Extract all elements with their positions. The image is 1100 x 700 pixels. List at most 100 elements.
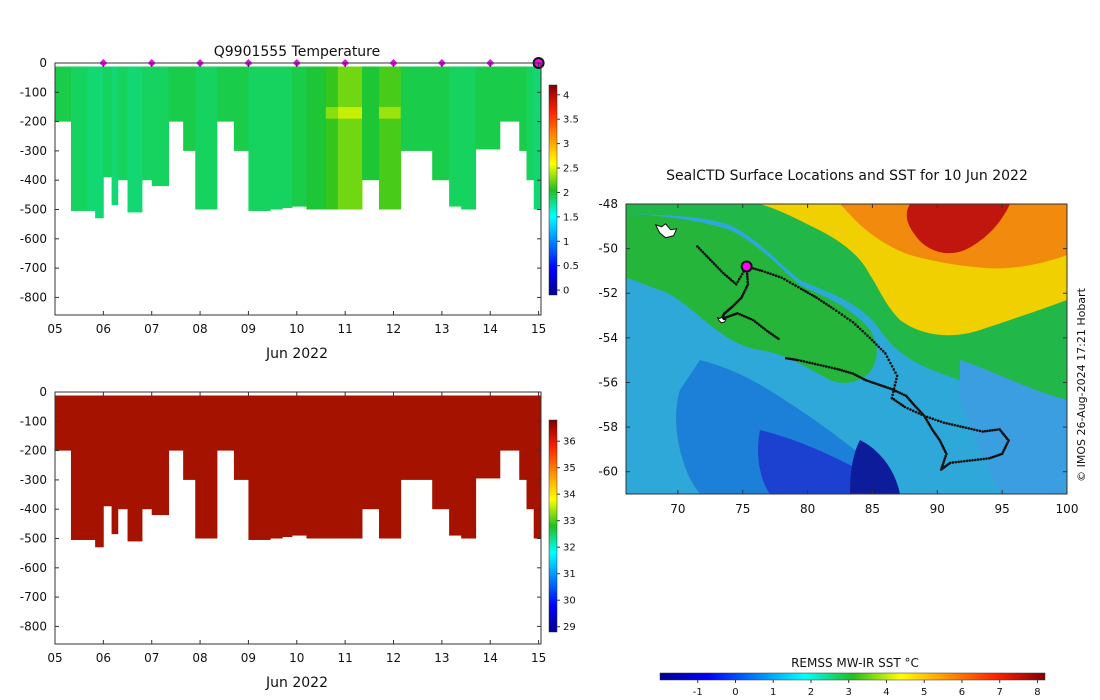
profile-column	[127, 395, 143, 542]
x-tick-label: 100	[1056, 502, 1079, 516]
track-point	[830, 366, 834, 370]
track-point	[734, 283, 738, 286]
track-point	[983, 429, 987, 433]
track-point	[833, 367, 836, 370]
track-point	[927, 422, 931, 425]
temperature-chart: Q9901555 Temperature 0 -100 -200 -300 -400 -5…	[20, 44, 579, 362]
sst-field	[626, 204, 1067, 494]
sst-colorbar-ticks: -1 0 1 2 3 4 5 6 7 8	[693, 680, 1041, 698]
track-point	[766, 329, 769, 333]
y-tick-label: -700	[20, 590, 47, 604]
track-point	[951, 461, 955, 464]
track-point	[767, 331, 771, 334]
temperature-colorbar-ticks: 0 0.5 1 1.5 2 2.5 3 3.5 4	[557, 90, 579, 297]
profile-column	[70, 66, 88, 211]
track-point	[909, 408, 912, 411]
x-tick-label: 06	[96, 651, 111, 665]
sst-colorbar-label: REMSS MW-IR SST °C	[791, 656, 919, 670]
track-point	[866, 334, 869, 337]
profile-column	[195, 395, 218, 539]
track-point	[970, 427, 973, 431]
track-point	[745, 315, 748, 319]
track-point	[799, 359, 803, 363]
track-point	[976, 458, 980, 461]
track-point	[701, 250, 705, 254]
profile-warm-core	[379, 106, 401, 119]
profile-column	[475, 395, 501, 479]
track-point	[822, 301, 826, 304]
track-point	[856, 325, 860, 328]
track-point	[903, 405, 907, 409]
y-tick-label: -52	[598, 286, 618, 300]
colorbar-tick-label: 2	[563, 188, 569, 199]
track-point	[929, 426, 933, 429]
profile-column	[111, 395, 119, 535]
sst-colorbar	[659, 672, 1046, 681]
profile-column	[362, 395, 380, 510]
colorbar-tick-label: 3	[846, 687, 852, 698]
x-tick-label: 09	[241, 651, 256, 665]
profile-column	[362, 66, 380, 181]
track-point	[988, 429, 992, 432]
profile-column	[432, 66, 450, 181]
track-point	[940, 465, 944, 469]
track-point	[817, 297, 821, 301]
y-tick-label: -600	[20, 561, 47, 575]
track-point	[961, 425, 965, 429]
x-tick-label: 14	[483, 322, 498, 336]
track-point	[739, 275, 742, 278]
track-point	[942, 421, 946, 424]
x-tick-label: 07	[144, 651, 159, 665]
track-point	[720, 269, 723, 273]
track-point	[808, 292, 812, 296]
track-point	[890, 364, 894, 368]
profile-column	[519, 66, 527, 151]
track-point	[775, 336, 778, 339]
track-point	[891, 393, 894, 397]
x-tick-label: 08	[192, 651, 207, 665]
profile-column	[183, 395, 196, 480]
y-tick-label: -100	[20, 85, 47, 99]
track-point	[840, 313, 844, 316]
y-tick-label: -400	[20, 173, 47, 187]
track-point	[733, 281, 736, 285]
track-point	[721, 271, 725, 275]
track-point	[877, 345, 881, 349]
track-point	[845, 370, 848, 373]
track-point	[795, 358, 798, 362]
track-point	[890, 396, 894, 400]
track-point	[939, 420, 943, 423]
y-tick-label: -600	[20, 232, 47, 246]
profile-column	[379, 66, 402, 210]
track-point	[917, 412, 921, 415]
track-point	[699, 248, 703, 252]
track-point	[709, 258, 712, 262]
track-point	[911, 409, 915, 413]
track-point	[959, 425, 962, 428]
profile-column	[55, 66, 72, 122]
y-tick-label: -700	[20, 261, 47, 275]
track-point	[736, 280, 740, 284]
track-point	[950, 423, 954, 426]
profile-column	[526, 66, 535, 181]
track-point	[758, 268, 762, 272]
track-point	[931, 417, 934, 421]
track-point	[791, 357, 794, 361]
profile-column	[306, 66, 327, 210]
track-point	[835, 309, 838, 313]
colorbar-tick-label: 4	[883, 687, 889, 698]
profile-column	[461, 66, 477, 210]
track-point	[894, 389, 898, 393]
track-point	[794, 284, 797, 287]
track-point	[764, 328, 767, 331]
track-point	[751, 318, 755, 322]
x-tick-label: 12	[386, 651, 401, 665]
island-outlines	[654, 223, 727, 324]
track-point	[899, 403, 903, 406]
colorbar-tick-label: 5	[921, 687, 927, 698]
track-point	[813, 362, 817, 366]
track-point	[893, 384, 897, 387]
x-tick-label: 15	[531, 322, 546, 336]
track-point	[957, 460, 960, 464]
track-point	[827, 304, 831, 307]
